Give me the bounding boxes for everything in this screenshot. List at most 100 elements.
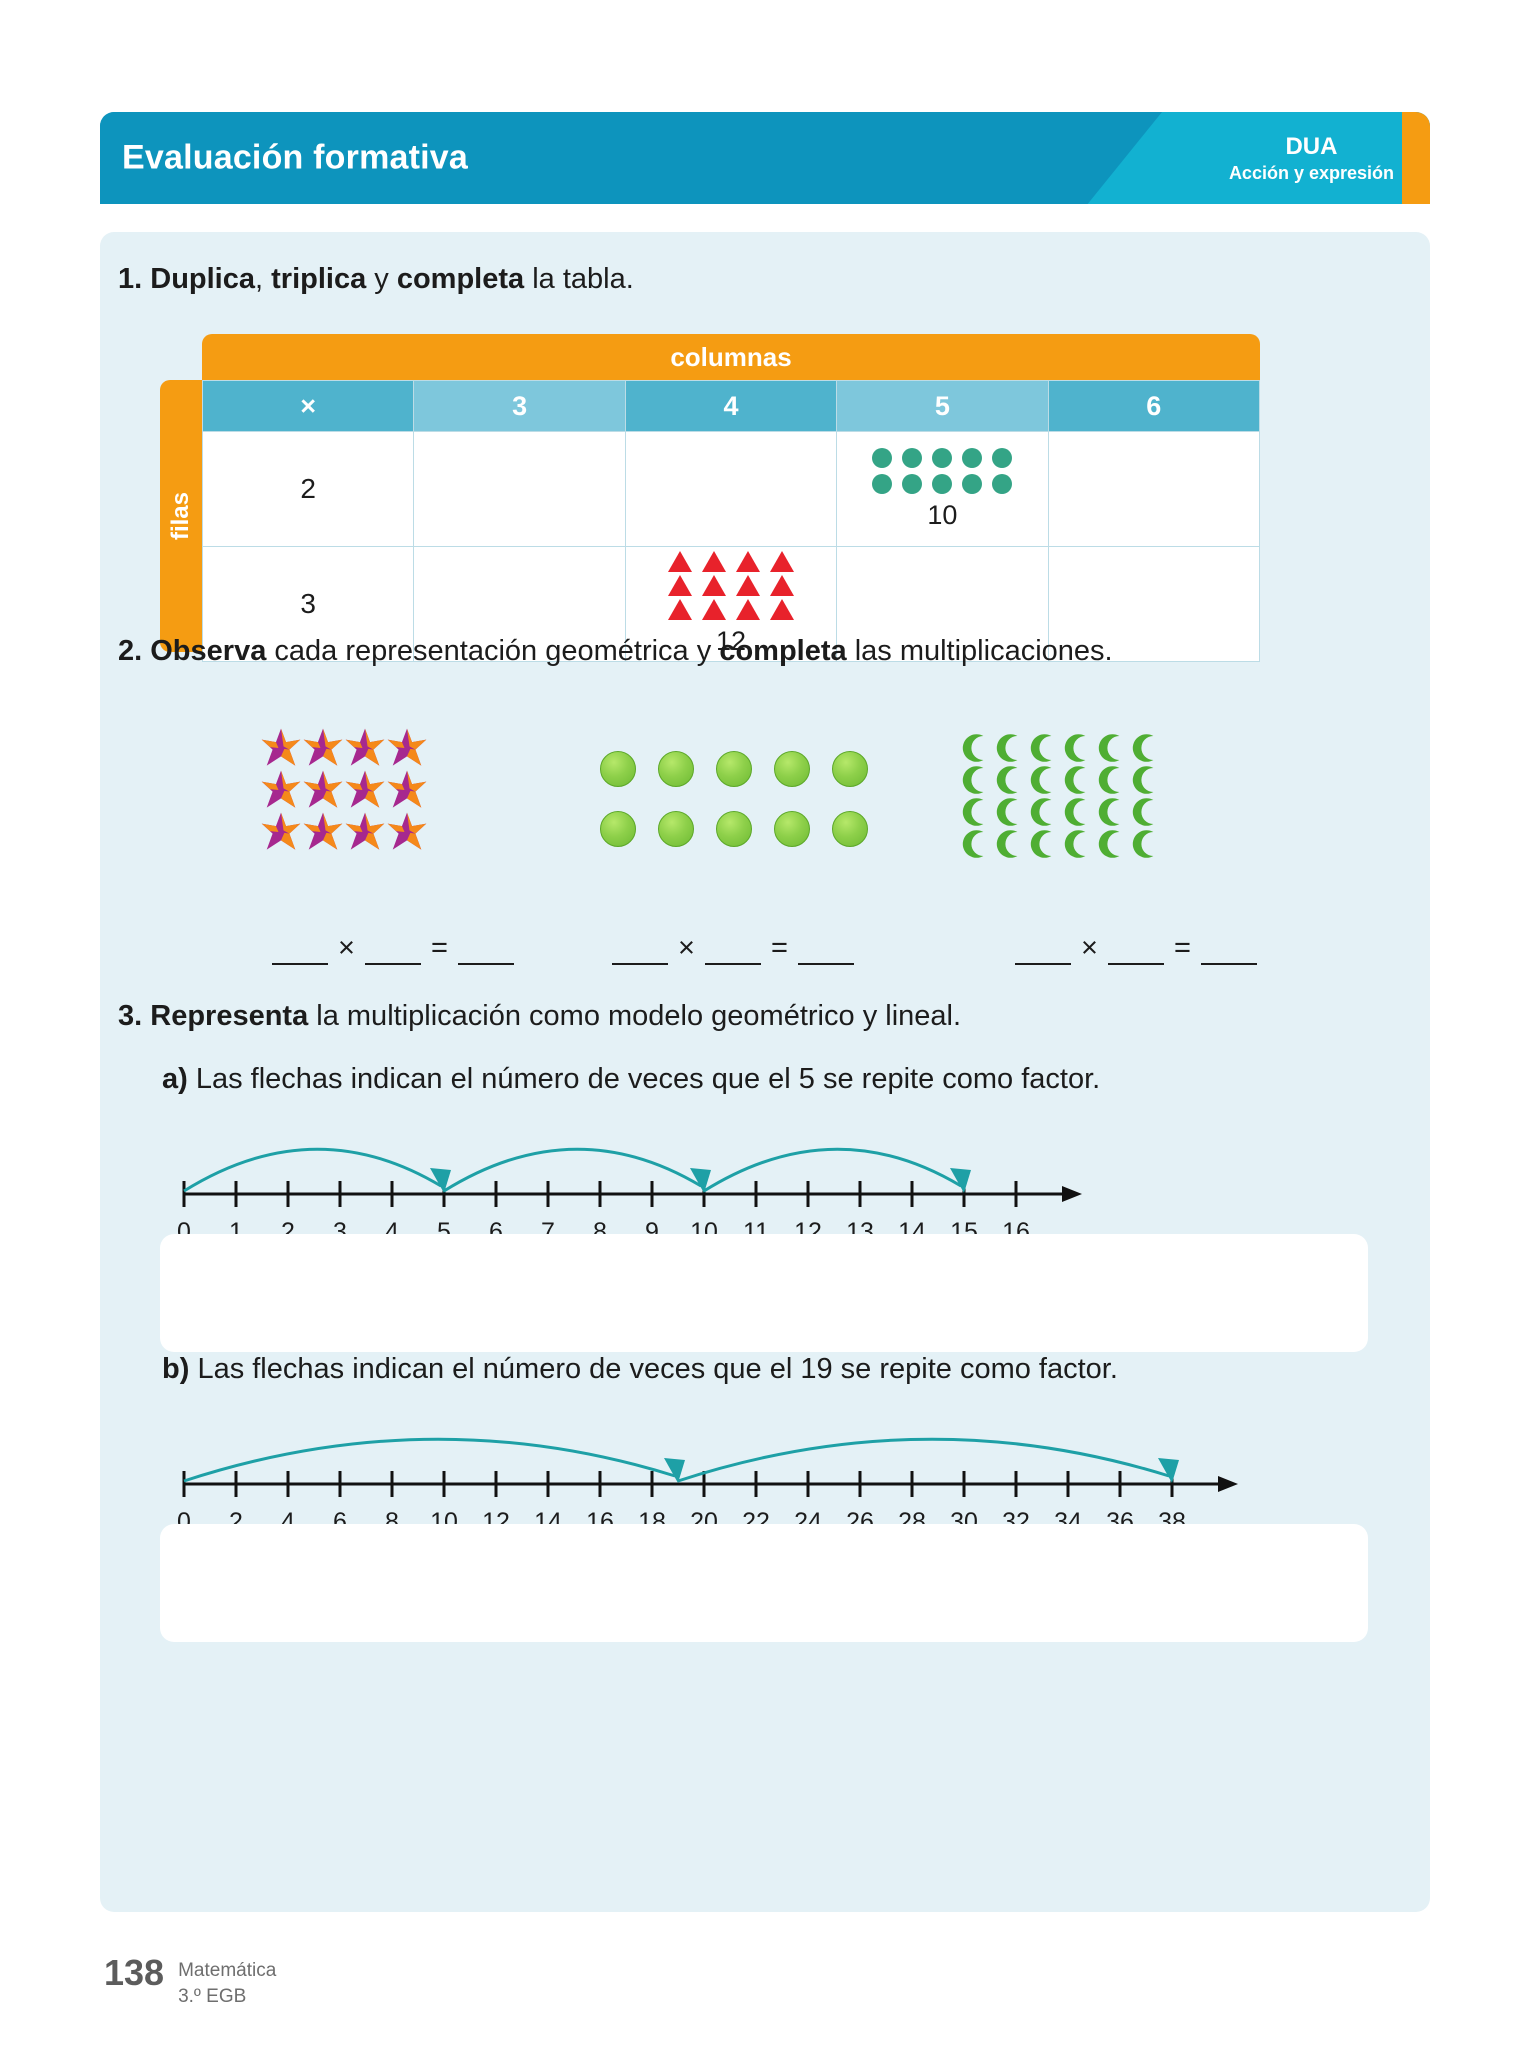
crescent-moon-icon (1130, 733, 1160, 763)
dots-representation: 10 (838, 447, 1046, 531)
exercise-3a-instruction: a) Las flechas indican el número de vece… (162, 1060, 1342, 1099)
star-icon (344, 811, 386, 853)
blank-product-1[interactable] (457, 937, 514, 965)
cell-2x5[interactable]: 10 (836, 431, 1049, 547)
cell-3x6[interactable] (1047, 546, 1261, 662)
ex3b-label: b) (162, 1353, 190, 1385)
ball-icon (658, 751, 694, 787)
equals-symbol-3: = (1173, 932, 1191, 964)
crescent-moon-icon (1130, 797, 1160, 827)
row-label-3: 3 (201, 546, 415, 662)
triangle-marker (667, 599, 692, 620)
crescent-moon-icon (1130, 765, 1160, 795)
ex1-mid-1: , (255, 263, 272, 295)
blank-factor-a3[interactable] (1015, 937, 1071, 965)
answer-box-a[interactable] (160, 1234, 1368, 1352)
star-icon (260, 811, 302, 853)
exercise-3b-instruction: b) Las flechas indican el número de vece… (162, 1350, 1362, 1389)
dua-title: DUA (1285, 132, 1338, 160)
star-icon (302, 769, 344, 811)
jump-arrowhead (430, 1168, 451, 1193)
cell-2x3[interactable] (413, 431, 626, 547)
footer-meta: Matemática 3.º EGB (178, 1955, 276, 2009)
jump-arc (183, 1147, 442, 1193)
number-line-svg-a: 0 1 2 3 4 5 6 7 8 9 10 11 12 13 14 15 16 (177, 1147, 1082, 1246)
dot-marker (872, 447, 893, 468)
crescent-moon-icon (994, 733, 1024, 763)
ex2-mid: cada representación geométrica y (266, 635, 720, 667)
columnas-header-bar: columnas (202, 334, 1260, 380)
answer-box-b[interactable] (160, 1524, 1368, 1642)
moon-row (960, 765, 1160, 795)
ball-icon (832, 751, 868, 787)
table-header-3: 3 (413, 380, 626, 432)
jump-arc (183, 1437, 676, 1483)
dot-marker (992, 473, 1013, 494)
ex2-tail: las multiplicaciones. (846, 635, 1113, 667)
jump-arc (443, 1147, 702, 1193)
triangle-row (667, 575, 794, 596)
equation-blank-3[interactable]: × = (1015, 932, 1257, 965)
crescent-moon-icon (1062, 765, 1092, 795)
cell-3x5[interactable] (836, 546, 1049, 662)
dot-row (872, 473, 1013, 494)
table-row: 2 10 (201, 431, 1261, 547)
moon-grid (960, 733, 1160, 861)
dua-subtitle: Acción y expresión (1228, 162, 1394, 183)
blank-factor-a1[interactable] (272, 937, 328, 965)
exercise-2-equations: × = × = × = (100, 932, 1430, 976)
dot-marker (902, 447, 923, 468)
blank-product-2[interactable] (797, 937, 854, 965)
page-header: Evaluación formativa DUA Acción y expres… (100, 112, 1430, 204)
cell-2x4[interactable] (624, 431, 838, 547)
crescent-moon-icon (960, 829, 990, 859)
triangle-marker (701, 551, 726, 572)
blank-factor-a2[interactable] (612, 937, 668, 965)
blank-product-3[interactable] (1200, 937, 1257, 965)
blank-factor-b1[interactable] (364, 937, 421, 965)
blank-factor-b3[interactable] (1107, 937, 1164, 965)
star-icon (386, 769, 428, 811)
times-symbol-3: × (1081, 932, 1098, 964)
ex3-bold-representa: Representa (150, 1000, 309, 1032)
equals-symbol-2: = (770, 932, 788, 964)
page-footer: 138 Matemática 3.º EGB (104, 1955, 276, 2009)
exercise-2-number: 2. (118, 635, 143, 667)
cell-2x6[interactable] (1047, 431, 1261, 547)
times-symbol-1: × (338, 932, 355, 964)
cell-count-12: 12 (715, 626, 746, 656)
cell-3x3[interactable] (413, 546, 626, 662)
triangle-marker (701, 575, 726, 596)
triangles-representation: 12 (627, 551, 835, 657)
dot-marker (962, 447, 983, 468)
table-grid: × 3 4 5 6 2 10 (201, 380, 1261, 662)
crescent-moon-icon (1028, 797, 1058, 827)
ball-row (600, 811, 868, 847)
equation-blank-2[interactable]: × = (612, 932, 854, 965)
equation-blank-1[interactable]: × = (272, 932, 514, 965)
table-row: 3 12 (201, 546, 1261, 662)
ex1-bold-triplica: triplica (271, 263, 367, 295)
ex2-bold-completa: completa (719, 635, 847, 667)
ball-group (600, 751, 868, 871)
table-header-times: × (201, 380, 415, 432)
crescent-moon-icon (994, 797, 1024, 827)
jump-arrowhead (1158, 1458, 1179, 1483)
crescent-moon-icon (1096, 829, 1126, 859)
crescent-moon-icon (1028, 829, 1058, 859)
ex3a-label: a) (162, 1063, 188, 1095)
star-group (260, 727, 428, 853)
table-header-6: 6 (1047, 380, 1261, 432)
star-icon (344, 727, 386, 769)
table-header-5: 5 (836, 380, 1049, 432)
triangle-marker (769, 599, 794, 620)
ex3-tail: la multiplicación como modelo geométrico… (308, 1000, 962, 1032)
ex1-bold-completa: completa (396, 263, 525, 295)
exercise-3-number: 3. (118, 1000, 143, 1032)
ball-grid (600, 751, 868, 871)
crescent-moon-icon (960, 733, 990, 763)
cell-3x4[interactable]: 12 (624, 546, 838, 662)
axis-arrowhead (1062, 1186, 1082, 1202)
blank-factor-b2[interactable] (704, 937, 761, 965)
ball-icon (774, 751, 810, 787)
